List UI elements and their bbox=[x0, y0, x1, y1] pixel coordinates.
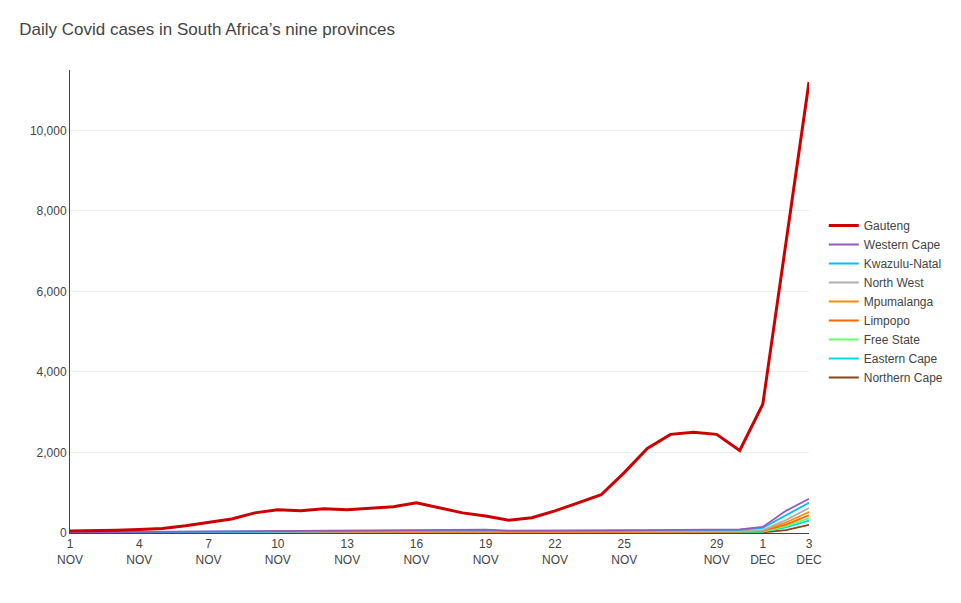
svg-text:Gauteng: Gauteng bbox=[864, 219, 910, 233]
svg-text:Kwazulu-Natal: Kwazulu-Natal bbox=[864, 257, 941, 271]
svg-text:22NOV: 22NOV bbox=[542, 537, 568, 567]
svg-text:16NOV: 16NOV bbox=[403, 537, 429, 567]
svg-text:Limpopo: Limpopo bbox=[864, 314, 910, 328]
svg-text:10,000: 10,000 bbox=[30, 124, 67, 138]
svg-text:Western Cape: Western Cape bbox=[864, 238, 941, 252]
svg-text:3DEC: 3DEC bbox=[796, 537, 822, 567]
svg-text:6,000: 6,000 bbox=[37, 285, 67, 299]
svg-text:29NOV: 29NOV bbox=[704, 537, 730, 567]
svg-text:North West: North West bbox=[864, 276, 924, 290]
svg-text:8,000: 8,000 bbox=[37, 204, 67, 218]
svg-text:Daily Covid cases in South Afr: Daily Covid cases in South Africa’s nine… bbox=[19, 20, 395, 39]
svg-text:Northern Cape: Northern Cape bbox=[864, 371, 943, 385]
svg-text:2,000: 2,000 bbox=[37, 446, 67, 460]
svg-text:Mpumalanga: Mpumalanga bbox=[864, 295, 934, 309]
svg-text:4,000: 4,000 bbox=[37, 365, 67, 379]
svg-text:7NOV: 7NOV bbox=[196, 537, 222, 567]
svg-text:Eastern Cape: Eastern Cape bbox=[864, 352, 938, 366]
svg-text:13NOV: 13NOV bbox=[334, 537, 360, 567]
svg-text:25NOV: 25NOV bbox=[611, 537, 637, 567]
svg-text:1NOV: 1NOV bbox=[57, 537, 83, 567]
svg-text:19NOV: 19NOV bbox=[473, 537, 499, 567]
svg-text:4NOV: 4NOV bbox=[126, 537, 152, 567]
svg-text:1DEC: 1DEC bbox=[750, 537, 776, 567]
svg-text:10NOV: 10NOV bbox=[265, 537, 291, 567]
svg-text:Free State: Free State bbox=[864, 333, 920, 347]
svg-text:0: 0 bbox=[60, 526, 67, 540]
